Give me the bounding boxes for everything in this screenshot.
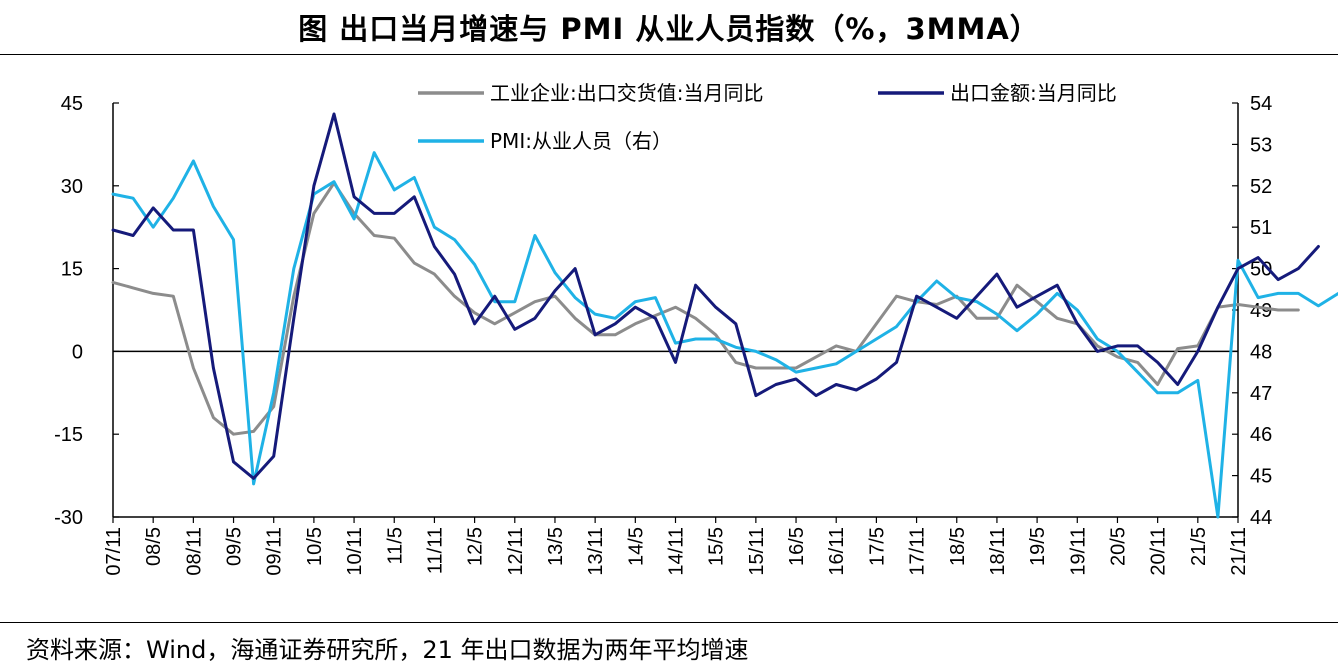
x-tick-label: 17/11 bbox=[907, 527, 929, 576]
x-tick-label: 08/11 bbox=[183, 527, 205, 576]
right-tick-label: 51 bbox=[1250, 217, 1272, 239]
series-line-pmi bbox=[111, 151, 1338, 519]
right-tick-label: 44 bbox=[1250, 507, 1272, 529]
x-tick-label: 11/11 bbox=[424, 527, 446, 574]
x-tick-label: 10/5 bbox=[304, 527, 326, 566]
x-tick-label: 15/11 bbox=[746, 527, 768, 576]
legend-label-industrial: 工业企业:出口交货值:当月同比 bbox=[490, 81, 763, 105]
chart-title: 图 出口当月增速与 PMI 从业人员指数（%，3MMA） bbox=[298, 12, 1040, 46]
series-line-industrial bbox=[111, 181, 1300, 436]
x-tick-label: 13/5 bbox=[545, 527, 567, 566]
legend-label-export: 出口金额:当月同比 bbox=[950, 81, 1117, 105]
x-tick-label: 12/11 bbox=[505, 527, 527, 576]
legend-label-pmi: PMI:从业人员（右） bbox=[490, 129, 672, 153]
left-tick-label: -30 bbox=[54, 507, 83, 529]
x-tick-label: 20/5 bbox=[1107, 527, 1129, 566]
x-tick-label: 14/5 bbox=[625, 527, 647, 566]
title-rule bbox=[0, 54, 1338, 55]
x-tick-label: 15/5 bbox=[706, 527, 728, 566]
right-tick-label: 53 bbox=[1250, 134, 1272, 156]
series-line-export bbox=[111, 112, 1320, 480]
left-tick-label: 45 bbox=[61, 93, 83, 115]
x-tick-label: 21/11 bbox=[1228, 527, 1250, 576]
left-tick-label: 15 bbox=[61, 259, 83, 281]
right-tick-label: 46 bbox=[1250, 424, 1272, 446]
x-tick-label: 18/5 bbox=[947, 527, 969, 566]
right-tick-label: 50 bbox=[1250, 259, 1272, 281]
axes-layer: -30 -15 0 15 30 45 44 45 46 47 48 49 50 51 52 53 54 07/11… bbox=[54, 93, 1272, 576]
x-tick-label: 19/11 bbox=[1067, 527, 1089, 576]
x-tick-label: 20/11 bbox=[1148, 527, 1170, 576]
right-tick-label: 49 bbox=[1250, 300, 1272, 322]
x-tick-label: 14/11 bbox=[666, 527, 688, 576]
x-tick-label: 08/5 bbox=[143, 527, 165, 566]
x-tick-label: 19/5 bbox=[1027, 527, 1049, 566]
x-tick-label: 21/5 bbox=[1188, 527, 1210, 566]
left-tick-label: 30 bbox=[61, 176, 83, 198]
right-tick-label: 48 bbox=[1250, 341, 1272, 363]
right-tick-label: 47 bbox=[1250, 383, 1272, 405]
right-tick-label: 45 bbox=[1250, 466, 1272, 488]
x-tick-label: 17/5 bbox=[866, 527, 888, 566]
series-layer bbox=[111, 112, 1338, 519]
x-tick-label: 09/5 bbox=[224, 527, 246, 566]
right-tick-label: 54 bbox=[1250, 93, 1272, 115]
legend: 工业企业:出口交货值:当月同比 出口金额:当月同比 PMI:从业人员（右） bbox=[418, 81, 1117, 153]
x-tick-label: 11/5 bbox=[384, 527, 406, 564]
x-tick-label: 07/11 bbox=[103, 527, 125, 576]
left-tick-label: -15 bbox=[54, 424, 83, 446]
right-tick-label: 52 bbox=[1250, 176, 1272, 198]
source-note: 资料来源：Wind，海通证券研究所，21 年出口数据为两年平均增速 bbox=[26, 636, 749, 664]
source-rule bbox=[0, 622, 1338, 623]
x-tick-label: 13/11 bbox=[585, 527, 607, 576]
x-tick-label: 12/5 bbox=[465, 527, 487, 566]
x-tick-label: 10/11 bbox=[344, 527, 366, 576]
x-tick-label: 18/11 bbox=[987, 527, 1009, 576]
x-tick-label: 09/11 bbox=[264, 527, 286, 576]
x-tick-label: 16/11 bbox=[826, 527, 848, 576]
x-tick-label: 16/5 bbox=[786, 527, 808, 566]
left-tick-label: 0 bbox=[72, 341, 83, 363]
